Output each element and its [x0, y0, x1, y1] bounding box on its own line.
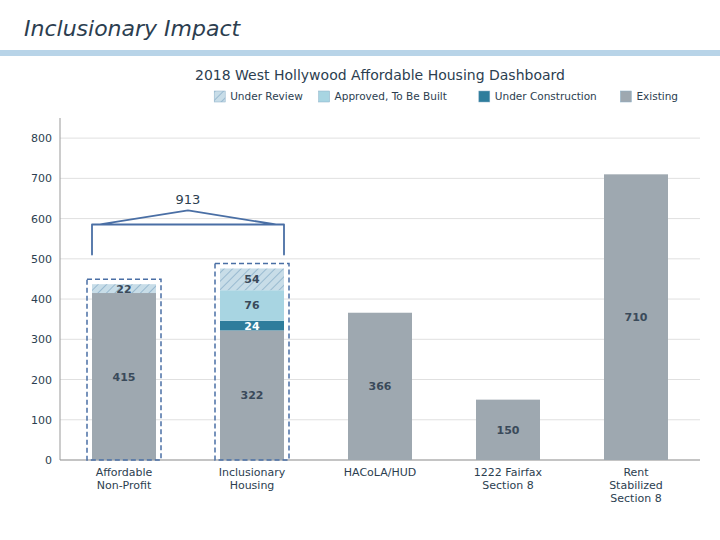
- x-tick-label-line: HACoLA/HUD: [344, 466, 416, 479]
- x-tick-label-line: Section 8: [482, 479, 533, 492]
- x-tick-label: RentStabilizedSection 8: [609, 466, 663, 505]
- x-tick-label-line: 1222 Fairfax: [474, 466, 543, 479]
- highlight-box: [87, 279, 161, 460]
- chart: Inclusionary Impact 2018 West Hollywood A…: [0, 0, 720, 540]
- bars: [92, 174, 668, 460]
- bar-segment: [476, 399, 540, 400]
- bar-segment: [348, 312, 412, 313]
- bar-segment: [476, 400, 540, 460]
- x-tick-label-line: Affordable: [96, 466, 153, 479]
- title: 2018 West Hollywood Affordable Housing D…: [195, 67, 565, 83]
- data-label: 22: [116, 283, 131, 296]
- legend-swatch: [620, 91, 631, 102]
- y-tick-label: 200: [31, 374, 52, 387]
- x-tick-label-line: Non-Profit: [97, 479, 152, 492]
- x-tick-label-line: Housing: [230, 479, 275, 492]
- bar-segment: [604, 174, 668, 460]
- bar-segment: [604, 174, 668, 175]
- legend-label: Approved, To Be Built: [335, 90, 447, 102]
- bar-segment: [348, 312, 412, 313]
- bar-segment: [604, 174, 668, 175]
- y-tick-label: 300: [31, 333, 52, 346]
- data-label: 150: [497, 424, 520, 437]
- data-label: 54: [244, 273, 260, 286]
- bar-segment: [92, 293, 156, 460]
- data-label: 710: [625, 311, 648, 324]
- subtitle: Inclusionary Impact: [24, 16, 242, 41]
- data-label: 415: [113, 371, 136, 384]
- bar-segment: [220, 268, 284, 290]
- header-stripe: [0, 50, 720, 56]
- y-tick-label: 700: [31, 172, 52, 185]
- bar-segment: [476, 399, 540, 400]
- legend: Under Review Approved, To Be Built Under C…: [214, 90, 678, 102]
- data-label: 24: [244, 320, 260, 333]
- x-tick-label: InclusionaryHousing: [219, 466, 286, 492]
- x-tick-label-line: Rent: [623, 466, 649, 479]
- bar-segment: [476, 399, 540, 400]
- grid-line: [60, 138, 700, 139]
- data-label: 366: [369, 380, 392, 393]
- legend-label: Under Review: [230, 90, 303, 102]
- x-tick-label-line: Stabilized: [609, 479, 663, 492]
- annotation: 913: [176, 192, 201, 207]
- y-tick-label: 600: [31, 213, 52, 226]
- y-tick-label: 400: [31, 293, 52, 306]
- data-label: 322: [241, 389, 264, 402]
- y-tick-label: 0: [45, 454, 52, 467]
- legend-label: Under Construction: [495, 90, 597, 102]
- bracket: [92, 210, 284, 254]
- legend-label: Existing: [636, 90, 678, 102]
- legend-swatch: [214, 91, 225, 102]
- bar-segment: [348, 312, 412, 313]
- x-tick-label: 1222 FairfaxSection 8: [474, 466, 543, 492]
- x-tick-label-line: Section 8: [610, 492, 661, 505]
- y-axis: [60, 118, 61, 460]
- data-label: 76: [244, 299, 260, 312]
- bar-segment: [220, 290, 284, 321]
- bar-segment: [348, 313, 412, 460]
- x-tick-label: AffordableNon-Profit: [96, 466, 153, 492]
- y-tick-label: 500: [31, 253, 52, 266]
- x-tick-label-line: Inclusionary: [219, 466, 286, 479]
- legend-swatch: [319, 91, 330, 102]
- x-tick-label: HACoLA/HUD: [344, 466, 416, 479]
- y-tick-label: 800: [31, 132, 52, 145]
- y-tick-label: 100: [31, 414, 52, 427]
- highlight-box: [215, 263, 289, 460]
- bar-segment: [220, 330, 284, 460]
- legend-swatch: [479, 91, 490, 102]
- bar-segment: [604, 174, 668, 175]
